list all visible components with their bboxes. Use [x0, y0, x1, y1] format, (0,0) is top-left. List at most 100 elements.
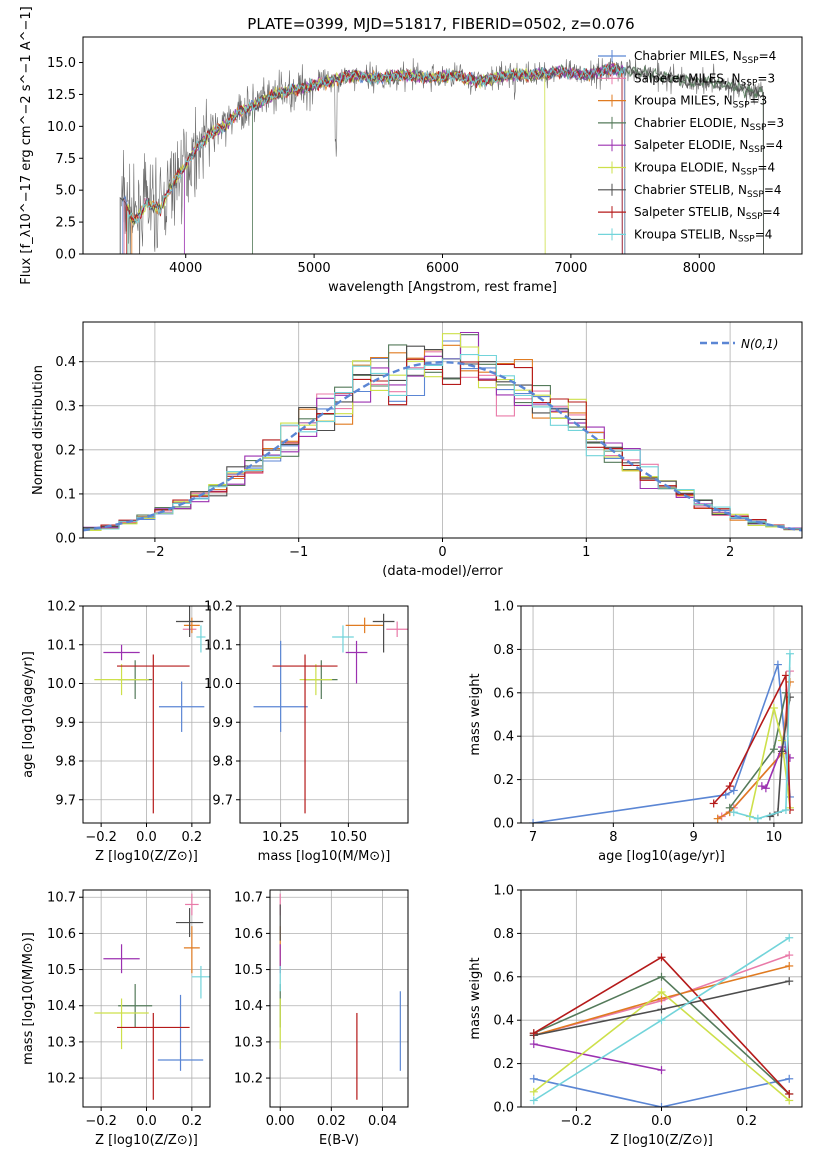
series-line-8 — [733, 653, 791, 820]
y-tick-label: 0.8 — [493, 927, 514, 942]
y-tick-label: 0.0 — [55, 248, 76, 263]
plot-area — [119, 57, 764, 254]
x-tick-label: 0.0 — [136, 830, 157, 845]
legend-subscript: SSP — [741, 168, 758, 178]
y-tick-label: 10.2 — [204, 600, 233, 615]
series-line-4 — [761, 745, 791, 790]
plot-area — [529, 933, 794, 1107]
plot-area — [83, 331, 802, 538]
y-tick-label: 7.5 — [55, 152, 76, 167]
plot-area — [529, 649, 794, 823]
y-tick-label: 10.1 — [47, 638, 76, 653]
legend-suffix: =4 — [759, 49, 777, 63]
legend-label: Salpeter MILES, NSSP=3 — [634, 71, 775, 88]
x-tick-label: −0.2 — [85, 1114, 117, 1129]
legend-suffix: =4 — [755, 227, 773, 241]
y-tick-label: 10.2 — [234, 1072, 263, 1087]
plot-area — [279, 893, 401, 1100]
y-tick-label: 0.0 — [493, 1101, 514, 1116]
x-tick-label: 10.25 — [262, 830, 299, 845]
model-spectrum-2 — [131, 62, 626, 254]
y-axis-label: Flux [f_λ10^−17 erg cm^−2 s^−1 A^−1] — [19, 6, 34, 284]
legend-suffix: =3 — [750, 94, 768, 108]
y-tick-label: 0.8 — [493, 643, 514, 658]
series-line-2 — [717, 681, 791, 820]
axes-frame — [520, 605, 803, 824]
x-tick-label: −2 — [145, 545, 164, 560]
x-axis-label: Z [log10(Z/Z⊙)] — [95, 849, 198, 864]
legend-suffix: =4 — [763, 205, 781, 219]
y-tick-label: 0.4 — [493, 730, 514, 745]
x-tick-label: 7 — [529, 830, 537, 845]
x-tick-label: 8000 — [683, 261, 716, 276]
legend-subscript: SSP — [748, 145, 765, 155]
y-tick-label: 0.3 — [55, 399, 76, 414]
y-tick-label: 0.6 — [493, 686, 514, 701]
legend-suffix: =3 — [766, 116, 784, 130]
plot-residuals: −2 −1 0 1 2 0.0 0.1 0.2 0.3 0.4 (data-model)/error… — [31, 321, 803, 579]
y-tick-label: 10.7 — [234, 891, 263, 906]
y-tick-label: 10.2 — [47, 600, 76, 615]
y-tick-label: 9.8 — [55, 755, 76, 770]
y-tick-label: 10.4 — [47, 999, 76, 1014]
x-tick-label: −0.2 — [85, 830, 117, 845]
x-axis-label: Z [log10(Z/Z⊙)] — [95, 1133, 198, 1148]
x-tick-label: 4000 — [169, 261, 202, 276]
histogram-8 — [83, 354, 802, 538]
y-tick-label: 10.7 — [47, 891, 76, 906]
legend-subscript: SSP — [733, 101, 750, 111]
y-tick-label: 0.1 — [55, 487, 76, 502]
y-tick-label: 1.0 — [493, 884, 514, 899]
x-tick-label: 9 — [689, 830, 697, 845]
chart-title: PLATE=0399, MJD=51817, FIBERID=0502, z=0… — [247, 15, 634, 33]
y-tick-label: 10.2 — [47, 1072, 76, 1087]
x-tick-label: 0 — [438, 545, 446, 560]
y-tick-label: 9.7 — [212, 793, 233, 808]
y-tick-label: 10.5 — [47, 963, 76, 978]
plot-area — [253, 613, 408, 814]
model-spectrum-0 — [122, 63, 623, 254]
x-tick-label: 6000 — [426, 261, 459, 276]
y-tick-label: 10.6 — [234, 927, 263, 942]
legend-label: Kroupa MILES, NSSP=3 — [634, 94, 767, 111]
legend-text: Salpeter ELODIE, N — [634, 138, 748, 152]
x-axis-label: E(B-V) — [319, 1133, 359, 1148]
legend-label: Kroupa ELODIE, NSSP=4 — [634, 161, 775, 178]
x-tick-label: 0.2 — [182, 1114, 203, 1129]
x-tick-label: 0.04 — [368, 1114, 397, 1129]
y-tick-label: 9.8 — [212, 755, 233, 770]
x-tick-label: 0.2 — [736, 1114, 757, 1129]
legend-label: Salpeter ELODIE, NSSP=4 — [634, 138, 783, 155]
model-spectrum-7 — [126, 63, 623, 254]
plot-mass-vs-EBV: 0.00 0.02 0.04 10.2 10.3 10.4 10.5 10.6 10.7 E(B-… — [234, 889, 409, 1148]
x-tick-label: −1 — [289, 545, 308, 560]
legend-label: Chabrier MILES, NSSP=4 — [634, 49, 776, 66]
plot-weight-vs-age: 7 8 9 10 0.0 0.2 0.4 0.6 0.8 1.0 age [log10(age/yr… — [468, 600, 803, 864]
x-tick-label: 10.50 — [330, 830, 367, 845]
legend-label: Chabrier ELODIE, NSSP=3 — [634, 116, 784, 133]
plot-area — [94, 893, 210, 1100]
y-tick-label: 10.4 — [234, 999, 263, 1014]
y-tick-label: 0.2 — [493, 773, 514, 788]
y-tick-label: 10.5 — [234, 963, 263, 978]
y-tick-label: 10.3 — [234, 1035, 263, 1050]
axes-frame — [82, 321, 803, 539]
axes-frame — [82, 889, 211, 1108]
x-tick-label: 7000 — [554, 261, 587, 276]
legend-text: Salpeter MILES, N — [634, 71, 741, 85]
y-tick-label: 1.0 — [493, 600, 514, 615]
legend-text: Chabrier ELODIE, N — [634, 116, 750, 130]
x-axis-label: age [log10(age/yr)] — [598, 849, 725, 864]
series-line-5 — [749, 707, 791, 817]
legend-text: Kroupa ELODIE, N — [634, 161, 741, 175]
legend-suffix: =4 — [764, 183, 782, 197]
legend-text: Kroupa MILES, N — [634, 94, 733, 108]
y-tick-label: 10.0 — [204, 677, 233, 692]
y-tick-label: 0.2 — [493, 1057, 514, 1072]
y-tick-label: 9.7 — [55, 793, 76, 808]
plot-mass-vs-Z: −0.2 0.0 0.2 10.2 10.3 10.4 10.5 10.6 10.7 Z [log… — [21, 889, 211, 1148]
series-line-7 — [713, 675, 791, 811]
legend-text: Chabrier MILES, N — [634, 49, 742, 63]
legend-label: Salpeter STELIB, NSSP=4 — [634, 205, 780, 222]
